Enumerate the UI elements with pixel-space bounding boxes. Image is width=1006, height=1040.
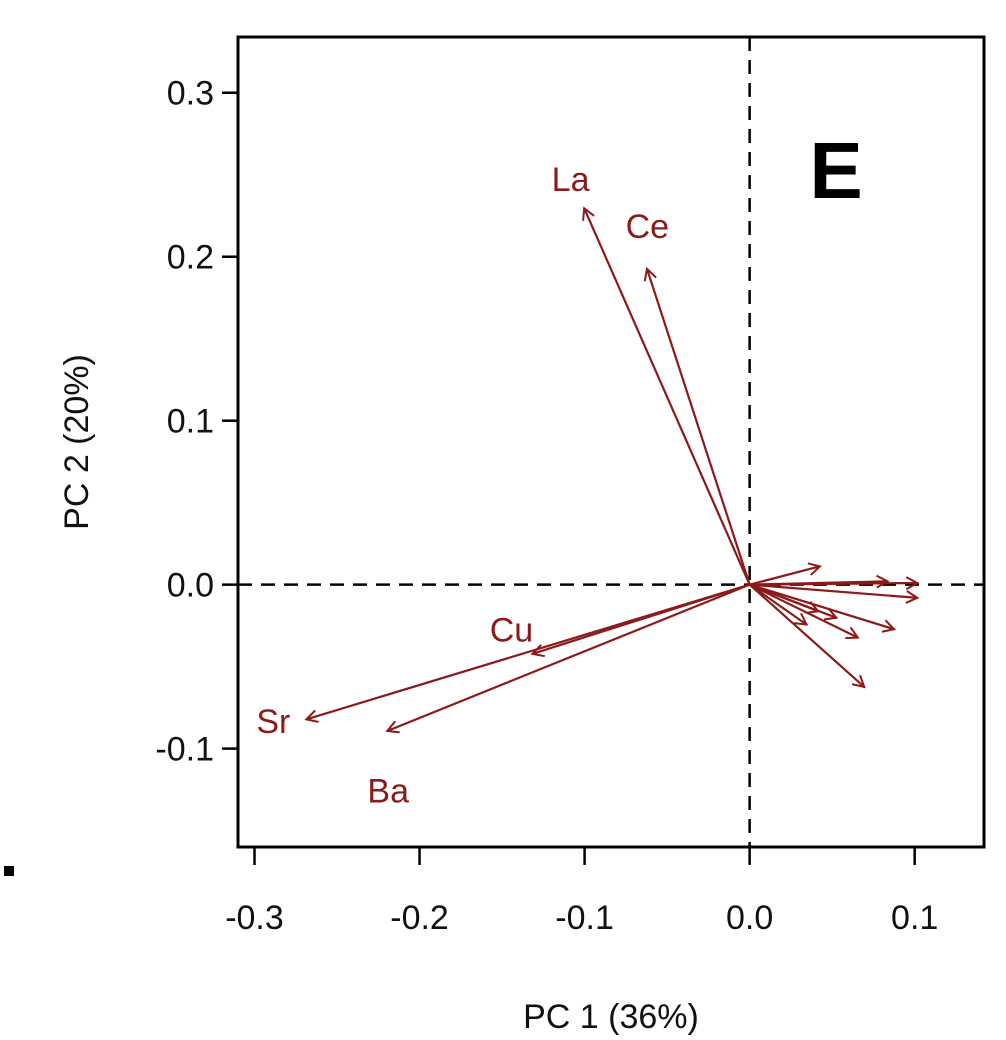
- stray-mark: [4, 866, 14, 876]
- reference-lines: [238, 37, 984, 847]
- x-tick-label: 0.1: [891, 899, 938, 937]
- vector-14: [749, 583, 806, 624]
- vector-sr: [307, 583, 750, 719]
- vector-11: [749, 583, 857, 637]
- vector-label-sr: Sr: [256, 703, 290, 741]
- loading-vectors: [307, 209, 916, 730]
- x-axis-title: PC 1 (36%): [523, 998, 699, 1036]
- vector-15: [748, 583, 864, 687]
- y-tick-label: 0.0: [167, 567, 214, 605]
- y-axis-title: PC 2 (20%): [58, 354, 96, 530]
- x-tick-label: -0.2: [390, 899, 449, 937]
- y-tick-label: -0.1: [155, 731, 214, 769]
- vector-9: [749, 583, 917, 598]
- vector-ce: [647, 270, 751, 585]
- vector-labels: La Ce Cu Sr Ba: [256, 161, 669, 810]
- x-tick-label: 0.0: [726, 899, 773, 937]
- vector-label-la: La: [552, 161, 590, 199]
- y-axis: -0.1 0.0 0.1 0.2 0.3: [155, 75, 240, 769]
- plot-frame: [236, 35, 986, 849]
- vector-13: [749, 583, 818, 611]
- y-tick-label: 0.1: [167, 403, 214, 441]
- x-axis: -0.3 -0.2 -0.1 0.0 0.1: [225, 845, 938, 937]
- vector-label-cu: Cu: [490, 612, 533, 650]
- vector-la: [585, 209, 751, 586]
- vector-label-ce: Ce: [626, 208, 669, 246]
- vector-8: [749, 583, 917, 585]
- panel-label: E: [809, 126, 862, 215]
- vector-10: [749, 583, 894, 629]
- y-tick-label: 0.2: [167, 239, 214, 277]
- y-tick-label: 0.3: [167, 75, 214, 113]
- x-tick-label: -0.1: [555, 899, 614, 937]
- vector-label-ba: Ba: [367, 773, 409, 811]
- vector-ba: [388, 583, 751, 731]
- x-tick-label: -0.3: [225, 899, 284, 937]
- vector-6: [749, 567, 819, 586]
